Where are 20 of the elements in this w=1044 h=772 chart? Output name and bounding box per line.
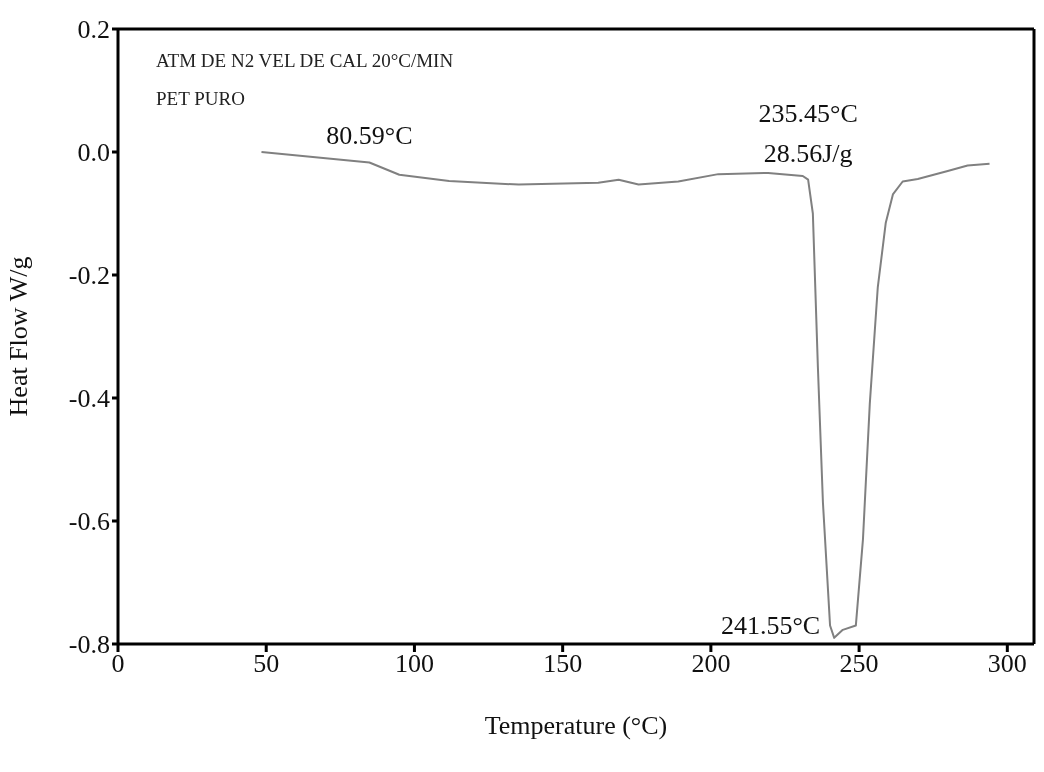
annotation: ATM DE N2 VEL DE CAL 20°C/MIN — [156, 50, 454, 72]
annotation: 235.45°C 28.56J/g — [758, 98, 858, 168]
y-tick-label: 0.2 — [77, 15, 110, 45]
y-tick-label: -0.2 — [68, 261, 110, 291]
x-tick-label: 100 — [394, 649, 434, 679]
y-axis-title: Heat Flow W/g — [4, 256, 34, 417]
annotation: PET PURO — [156, 88, 245, 110]
x-tick-label: 50 — [253, 649, 280, 679]
x-axis-title: Temperature (°C) — [484, 711, 668, 740]
x-tick-label: 250 — [839, 649, 879, 679]
y-tick-label: 0.0 — [77, 138, 110, 168]
y-tick-label: -0.4 — [68, 384, 110, 414]
x-tick-label: 300 — [987, 649, 1027, 679]
x-tick-label: 0 — [111, 649, 125, 679]
annotation: 80.59°C — [326, 121, 413, 151]
y-tick-label: -0.8 — [68, 630, 110, 660]
x-tick-label: 200 — [691, 649, 731, 679]
y-tick-label: -0.6 — [68, 507, 110, 537]
annotation: 241.55°C — [720, 610, 821, 640]
x-tick-label: 150 — [543, 649, 583, 679]
